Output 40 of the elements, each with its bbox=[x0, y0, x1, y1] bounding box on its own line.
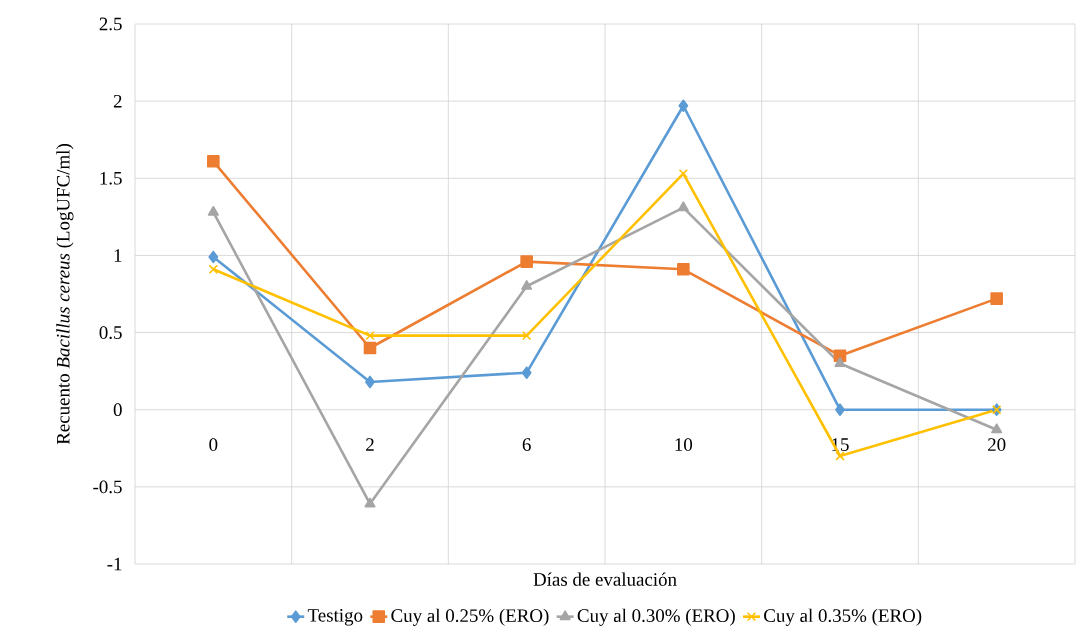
y-tick-label: 0.5 bbox=[99, 326, 122, 339]
y-axis-title: Recuento Bacillus cereus (LogUFC/ml) bbox=[56, 144, 74, 445]
x-axis-title: Días de evaluación bbox=[533, 572, 677, 586]
point bbox=[835, 451, 845, 461]
y-tick-label: 0 bbox=[113, 403, 122, 417]
y-tick-label: 2 bbox=[113, 94, 122, 108]
point bbox=[207, 155, 220, 168]
point bbox=[365, 375, 375, 389]
x-tick-label: 10 bbox=[675, 438, 693, 451]
point bbox=[207, 205, 219, 216]
point bbox=[208, 250, 219, 264]
point bbox=[520, 255, 533, 268]
point bbox=[677, 201, 689, 212]
point bbox=[677, 263, 690, 276]
point bbox=[521, 279, 533, 290]
point bbox=[521, 330, 532, 341]
x-tick-label: 0 bbox=[209, 438, 218, 451]
legend-label: Cuy al 0.30% (ERO) bbox=[577, 608, 735, 626]
y-tick-label: 2.5 bbox=[99, 17, 122, 31]
point bbox=[363, 341, 377, 355]
legend-label: Cuy al 0.25% (ERO) bbox=[391, 608, 549, 626]
point bbox=[990, 292, 1003, 305]
legend-label: Testigo bbox=[307, 608, 363, 626]
point bbox=[834, 357, 846, 367]
point bbox=[678, 99, 689, 113]
y-tick-label: -0.5 bbox=[93, 480, 122, 494]
y-tick-label: 1.5 bbox=[100, 171, 122, 185]
legend-label: Cuy al 0.35% (ERO) bbox=[764, 608, 922, 626]
y-tick-label: -1 bbox=[107, 557, 122, 571]
point bbox=[521, 366, 532, 379]
point bbox=[991, 423, 1003, 434]
x-tick-label: 6 bbox=[522, 438, 531, 451]
x-tick-label: 2 bbox=[366, 438, 374, 451]
point bbox=[365, 330, 375, 341]
y-tick-label: 1 bbox=[114, 249, 122, 262]
x-tick-label: 20 bbox=[988, 438, 1006, 451]
point bbox=[835, 403, 845, 417]
point bbox=[678, 168, 689, 179]
point bbox=[208, 264, 219, 274]
point bbox=[364, 497, 376, 508]
